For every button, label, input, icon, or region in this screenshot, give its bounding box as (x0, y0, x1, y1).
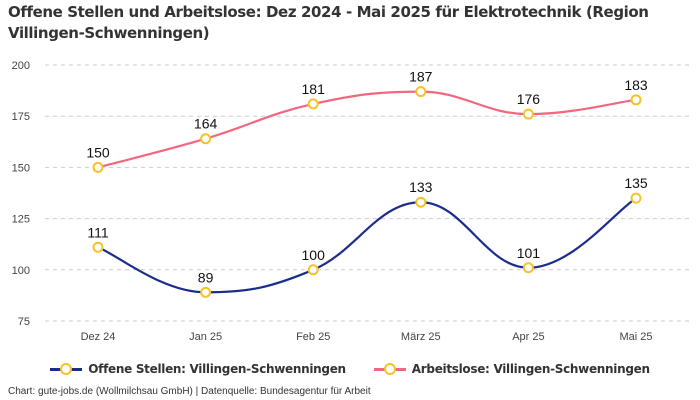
data-label: 176 (517, 91, 541, 107)
series-markers (92, 86, 642, 298)
legend-label: Offene Stellen: Villingen-Schwenningen (88, 362, 346, 376)
y-tick-label: 75 (18, 316, 30, 328)
series-lines (97, 90, 637, 294)
data-point[interactable] (630, 94, 642, 106)
series-line-0 (97, 197, 637, 294)
data-point[interactable] (522, 262, 534, 274)
data-label: 100 (302, 247, 326, 263)
data-point[interactable] (200, 286, 212, 298)
x-axis-ticks: Dez 24 Jan 25 Feb 25 März 25 Apr 25 Mai 25 (81, 331, 653, 343)
legend-label: Arbeitslose: Villingen-Schwenningen (411, 362, 650, 376)
x-tick-label: Mai 25 (619, 331, 652, 343)
data-label: 133 (409, 179, 433, 195)
data-point[interactable] (307, 264, 319, 276)
data-point[interactable] (307, 98, 319, 110)
x-tick-label: Jan 25 (189, 331, 222, 343)
y-tick-label: 200 (12, 60, 30, 72)
gridlines (45, 64, 690, 322)
y-axis-ticks: 75 100 125 150 175 200 (12, 60, 30, 328)
data-point[interactable] (92, 161, 104, 173)
x-tick-label: Dez 24 (81, 331, 116, 343)
data-label: 101 (517, 245, 541, 261)
data-label: 181 (302, 81, 326, 97)
data-point[interactable] (415, 86, 427, 98)
data-point[interactable] (92, 241, 104, 253)
data-label: 135 (624, 175, 648, 191)
y-tick-label: 100 (12, 265, 30, 277)
data-label: 164 (194, 116, 218, 132)
data-point[interactable] (522, 108, 534, 120)
legend-item-arbeitslose[interactable]: Arbeitslose: Villingen-Schwenningen (373, 362, 650, 376)
data-label: 183 (624, 77, 648, 93)
data-label: 150 (86, 144, 110, 160)
y-tick-label: 150 (12, 162, 30, 174)
x-tick-label: Feb 25 (296, 331, 330, 343)
data-label: 111 (87, 224, 108, 240)
data-label: 187 (409, 69, 433, 85)
series-line-1 (97, 90, 637, 169)
legend-item-offene-stellen[interactable]: Offene Stellen: Villingen-Schwenningen (50, 362, 346, 376)
x-tick-label: März 25 (401, 331, 441, 343)
data-point[interactable] (415, 196, 427, 208)
data-point[interactable] (630, 192, 642, 204)
legend: Offene Stellen: Villingen-Schwenningen A… (0, 362, 700, 376)
data-labels: 111 89 100 133 101 135 150 164 181 187 176 183 (86, 69, 648, 286)
chart-footer: Chart: gute-jobs.de (Wollmilchsau GmbH) … (8, 386, 371, 397)
legend-swatch-icon (373, 363, 406, 375)
legend-swatch-icon (50, 363, 83, 375)
chart-title: Offene Stellen und Arbeitslose: Dez 2024… (8, 3, 649, 42)
x-tick-label: Apr 25 (512, 331, 544, 343)
data-point[interactable] (200, 133, 212, 145)
data-label: 89 (198, 269, 214, 285)
y-tick-label: 125 (12, 214, 30, 226)
y-tick-label: 175 (12, 111, 30, 123)
